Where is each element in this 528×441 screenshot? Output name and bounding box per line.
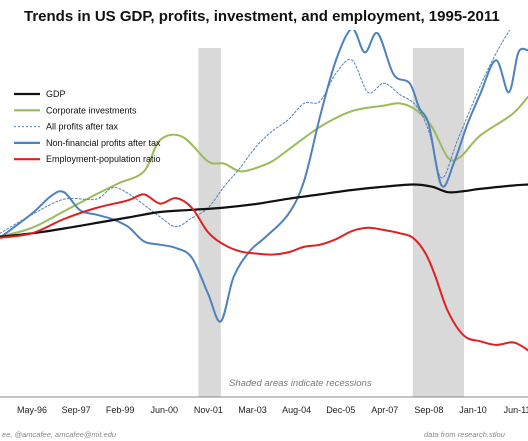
x-tick-label: Jun-11 — [504, 405, 528, 415]
recession-bands — [198, 48, 464, 397]
x-tick-label: May-96 — [17, 405, 47, 415]
recession-note: Shaded areas indicate recessions — [229, 378, 372, 389]
legend-label-corporate-investments: Corporate investments — [46, 105, 137, 115]
x-tick-label: Sep-08 — [414, 405, 443, 415]
chart-title: Trends in US GDP, profits, investment, a… — [24, 8, 500, 25]
x-tick-label: Feb-99 — [106, 405, 135, 415]
legend: GDP Corporate investments All profits afte… — [14, 89, 161, 164]
x-tick-label: Jun-00 — [151, 405, 179, 415]
x-tick-label: Apr-07 — [371, 405, 398, 415]
credit-left: ee, @amcafee, amcafee@mit.edu — [2, 430, 117, 439]
x-tick-label: Nov-01 — [194, 405, 223, 415]
series-line-all-profits — [0, 30, 511, 234]
x-tick-label: Mar-03 — [238, 405, 267, 415]
recession-band-1 — [198, 48, 221, 397]
x-tick-label: Dec-05 — [326, 405, 355, 415]
credit-right: data from research.stlou — [424, 430, 506, 439]
series-line-corporate-investments — [0, 95, 528, 238]
legend-label-nonfinancial-profits: Non-financial profits after tax — [46, 138, 161, 148]
x-tick-labels: May-96 Sep-97 Feb-99 Jun-00 Nov-01 Mar-03 Aug-… — [17, 405, 528, 415]
legend-label-employment-ratio: Employment-population ratio — [46, 154, 161, 164]
x-tick-label: Aug-04 — [282, 405, 311, 415]
legend-label-all-profits: All profits after tax — [46, 122, 119, 132]
recession-band-2 — [412, 48, 464, 397]
series-line-employment-ratio — [0, 193, 528, 352]
legend-label-gdp: GDP — [46, 89, 66, 99]
series-line-gdp — [0, 183, 528, 238]
x-tick-label: Jan-10 — [459, 405, 487, 415]
series-lines — [0, 30, 528, 352]
x-tick-label: Sep-97 — [62, 405, 91, 415]
